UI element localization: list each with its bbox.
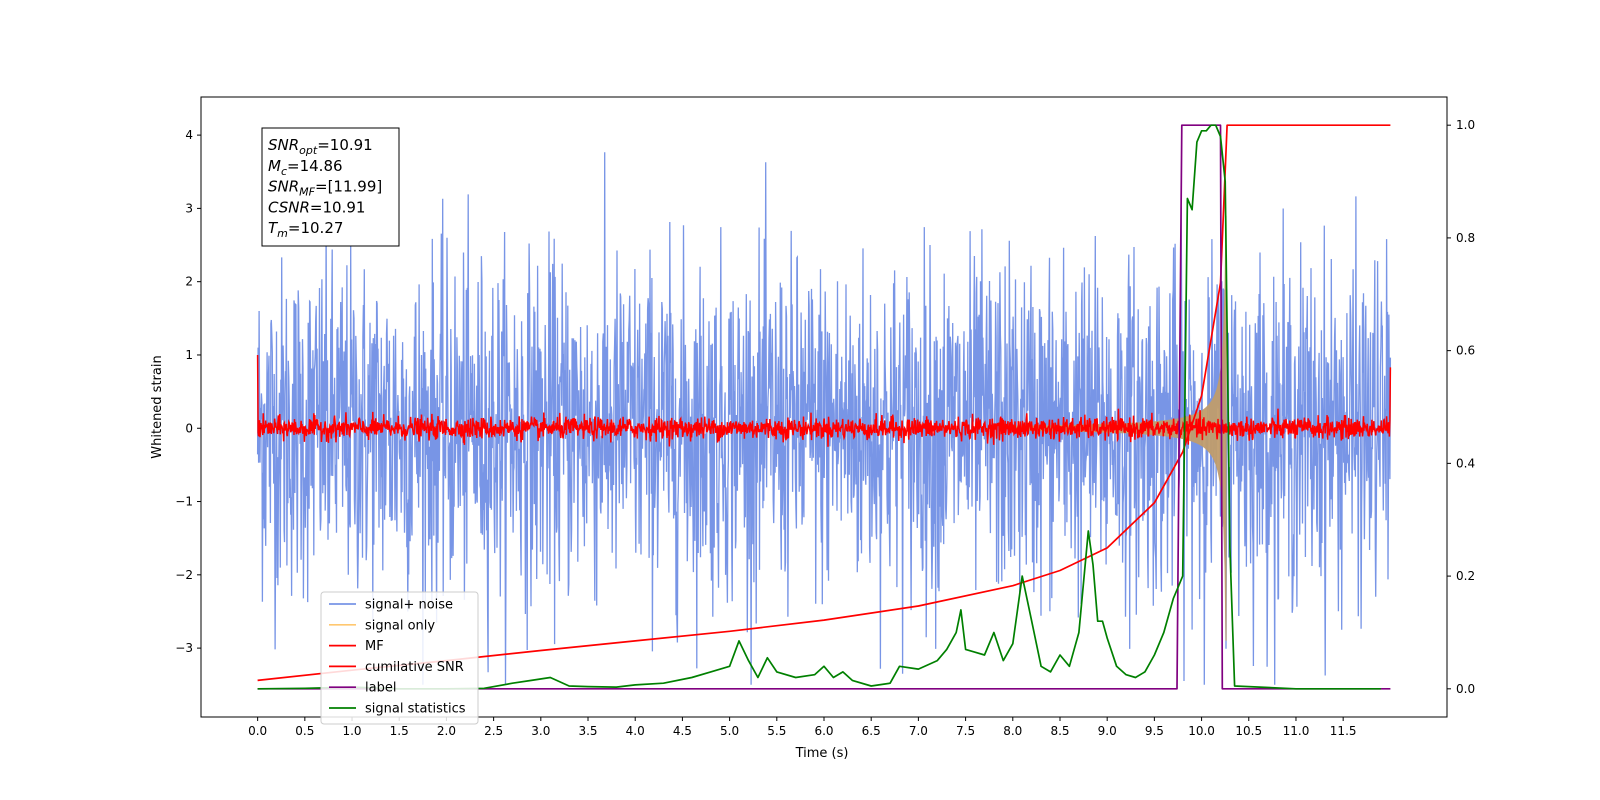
x-tick-label: 10.0 xyxy=(1188,724,1215,738)
series-cumulative-snr xyxy=(257,124,1391,682)
y2-tick-label: 0.0 xyxy=(1456,682,1475,696)
legend-label: label xyxy=(365,681,396,696)
y-axis-label: Whitened strain xyxy=(150,355,165,458)
annotation-line: Tm=10.27 xyxy=(268,219,343,240)
legend: signal+ noise signal only MF cumilative SNR… xyxy=(320,591,479,725)
annotation-line: SNRopt=10.91 xyxy=(268,136,373,157)
y-tick-label: 4 xyxy=(185,128,193,142)
info-annotation-box: SNRopt=10.91Mc=14.86SNRMF=[11.99]CSNR=10… xyxy=(261,127,400,247)
y-tick-label: 1 xyxy=(185,348,193,362)
x-tick-label: 2.0 xyxy=(437,724,456,738)
x-tick-label: 5.0 xyxy=(720,724,739,738)
annotation-line: CSNR=10.91 xyxy=(268,198,365,216)
legend-label: signal+ noise xyxy=(365,598,453,613)
x-tick-label: 7.0 xyxy=(909,724,928,738)
series-label xyxy=(257,124,1391,690)
x-axis-label: Time (s) xyxy=(795,746,849,761)
x-tick-label: 11.5 xyxy=(1330,724,1357,738)
y-tick-label: −2 xyxy=(175,568,193,582)
x-tick-label: 7.5 xyxy=(956,724,975,738)
y-tick-label: −3 xyxy=(175,641,193,655)
x-tick-label: 8.5 xyxy=(1050,724,1069,738)
x-tick-label: 2.5 xyxy=(484,724,503,738)
y2-tick-label: 0.2 xyxy=(1456,569,1475,583)
x-tick-label: 0.5 xyxy=(295,724,314,738)
series-signal-statistics xyxy=(257,124,1381,690)
legend-frame xyxy=(320,591,479,725)
y-tick-label: 3 xyxy=(185,201,193,215)
x-tick-label: 3.5 xyxy=(578,724,597,738)
series-mf xyxy=(256,354,1392,447)
x-tick-label: 4.0 xyxy=(626,724,645,738)
legend-label: signal only xyxy=(365,618,435,633)
legend-label: cumilative SNR xyxy=(365,660,464,675)
x-tick-label: 0.0 xyxy=(248,724,267,738)
x-tick-label: 5.5 xyxy=(767,724,786,738)
x-tick-label: 6.5 xyxy=(862,724,881,738)
x-tick-label: 1.5 xyxy=(390,724,409,738)
legend-label: MF xyxy=(365,639,384,654)
x-tick-label: 6.0 xyxy=(814,724,833,738)
annotation-line: Mc=14.86 xyxy=(268,157,343,178)
x-tick-label: 1.0 xyxy=(342,724,361,738)
annotation-line: SNRMF=[11.99] xyxy=(268,178,382,199)
plot-area xyxy=(256,124,1392,690)
y2-tick-label: 0.4 xyxy=(1456,456,1475,470)
x-tick-label: 8.0 xyxy=(1003,724,1022,738)
legend-label: signal statistics xyxy=(365,702,466,717)
y2-tick-label: 0.8 xyxy=(1456,231,1475,245)
x-tick-label: 9.5 xyxy=(1145,724,1164,738)
y-tick-label: 0 xyxy=(185,421,193,435)
x-tick-label: 4.5 xyxy=(673,724,692,738)
x-tick-label: 10.5 xyxy=(1235,724,1262,738)
x-tick-label: 3.0 xyxy=(531,724,550,738)
annotation-frame xyxy=(261,127,400,247)
axes: 0.0 0.5 1.0 1.5 2.0 2.5 3.0 3.5 4.0 4.5 5.0 5.5 6.0 6… xyxy=(175,118,1475,738)
y2-tick-label: 0.6 xyxy=(1456,344,1475,358)
x-tick-label: 9.0 xyxy=(1098,724,1117,738)
y2-tick-label: 1.0 xyxy=(1456,118,1475,132)
x-tick-label: 11.0 xyxy=(1283,724,1310,738)
y-tick-label: −1 xyxy=(175,495,193,509)
y-tick-label: 2 xyxy=(185,275,193,289)
